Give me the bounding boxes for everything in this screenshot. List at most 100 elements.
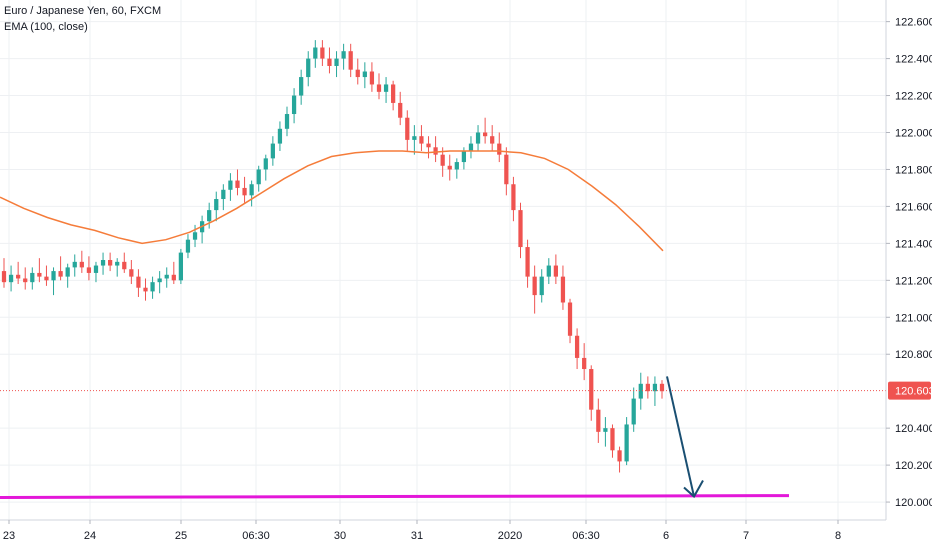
candle-body	[86, 267, 92, 273]
candle-body	[645, 383, 650, 392]
candle-body	[603, 428, 608, 432]
y-tick-label: 120.800	[895, 349, 932, 361]
candle-body	[23, 278, 28, 283]
legend: Euro / Japanese Yen, 60, FXCM EMA (100, …	[4, 3, 161, 35]
candle-body	[65, 267, 70, 277]
candle-body	[178, 252, 184, 281]
x-tick-label: 6	[663, 530, 669, 542]
candle-body	[93, 265, 99, 273]
candle-body	[497, 143, 502, 155]
x-tick-label: 24	[84, 530, 96, 542]
candle-body	[369, 71, 375, 85]
candle-body	[596, 409, 601, 432]
candle-body	[454, 162, 459, 170]
candle-body	[214, 199, 219, 211]
candle-body	[440, 154, 445, 166]
legend-symbol: Euro / Japanese Yen, 60, FXCM	[4, 5, 162, 17]
candle-body	[100, 260, 106, 266]
candle-body	[383, 84, 389, 92]
candle-body	[546, 265, 551, 277]
x-tick-label: 25	[175, 530, 187, 542]
x-tick-label: 06:30	[572, 530, 600, 542]
candle-body	[511, 184, 516, 211]
candle-body	[221, 189, 226, 200]
candle-body	[291, 95, 297, 115]
y-tick-label: 120.200	[895, 460, 932, 472]
candle-body	[362, 71, 367, 78]
candle-body	[490, 136, 495, 144]
x-tick-label: 8	[835, 530, 841, 542]
candle-body	[468, 143, 474, 151]
candle-body	[574, 335, 580, 358]
x-tick-label: 7	[743, 530, 749, 542]
candle-body	[143, 287, 148, 292]
y-tick-label: 121.000	[895, 312, 932, 324]
candle-body	[228, 180, 233, 190]
candle-body	[638, 383, 643, 399]
candle-body	[242, 187, 247, 196]
candle-body	[263, 158, 268, 170]
candle-body	[532, 276, 537, 296]
y-tick-label: 121.600	[895, 201, 932, 213]
candle-body	[164, 274, 169, 279]
candle-body	[560, 276, 566, 303]
candle-body	[320, 47, 325, 59]
y-tick-label: 122.200	[895, 91, 932, 103]
candle-body	[235, 180, 240, 188]
candle-body	[419, 136, 424, 144]
candle-body	[567, 302, 573, 336]
candle-body	[475, 132, 481, 144]
forecast-arrow-head	[683, 480, 704, 499]
candle-body	[1, 271, 7, 283]
candle-body	[341, 51, 346, 59]
x-tick-label: 2020	[498, 530, 522, 542]
candle-body	[355, 69, 360, 78]
y-tick-label: 121.200	[895, 275, 932, 287]
candle-body	[334, 58, 339, 66]
candle-body	[8, 274, 14, 283]
x-tick-label: 30	[334, 530, 346, 542]
candle-body	[327, 58, 332, 66]
candle-body	[150, 282, 155, 292]
candle-body	[525, 247, 530, 277]
candle-body	[589, 369, 594, 410]
ema-line	[0, 150, 664, 252]
legend-ema: EMA (100, close)	[4, 21, 88, 33]
candle-body	[37, 272, 42, 277]
candle-body	[376, 84, 382, 92]
candle-body	[447, 165, 452, 170]
support-line	[0, 494, 790, 499]
candle-body	[313, 47, 318, 59]
candle-body	[249, 184, 254, 196]
candle-body	[299, 77, 304, 96]
candle-body	[136, 276, 141, 288]
y-tick-label: 120.000	[895, 497, 932, 509]
candle-body	[610, 428, 615, 451]
candle-body	[518, 210, 523, 248]
candle-body	[129, 269, 134, 277]
y-tick-label: 121.800	[895, 164, 932, 176]
candle-body	[108, 260, 113, 266]
candle-body	[504, 154, 509, 185]
candle-body	[44, 276, 49, 281]
y-tick-label: 120.400	[895, 423, 932, 435]
candle-body	[482, 132, 488, 137]
candle-body	[553, 265, 558, 277]
candle-body	[30, 272, 35, 283]
candle-body	[185, 239, 191, 253]
candle-body	[461, 150, 467, 163]
current-price-label: 120.603	[895, 386, 932, 398]
candle-body	[659, 383, 665, 392]
y-tick-label: 121.400	[895, 238, 932, 250]
x-tick-label: 06:30	[242, 530, 270, 542]
price-axis-panel	[886, 0, 932, 550]
candle-body	[58, 271, 63, 277]
candle-body	[631, 398, 636, 425]
candle-body	[72, 261, 77, 268]
candle-body	[405, 117, 410, 140]
y-tick-label: 122.000	[895, 128, 932, 140]
forecast-arrow	[666, 376, 695, 497]
candle-body	[171, 274, 176, 281]
